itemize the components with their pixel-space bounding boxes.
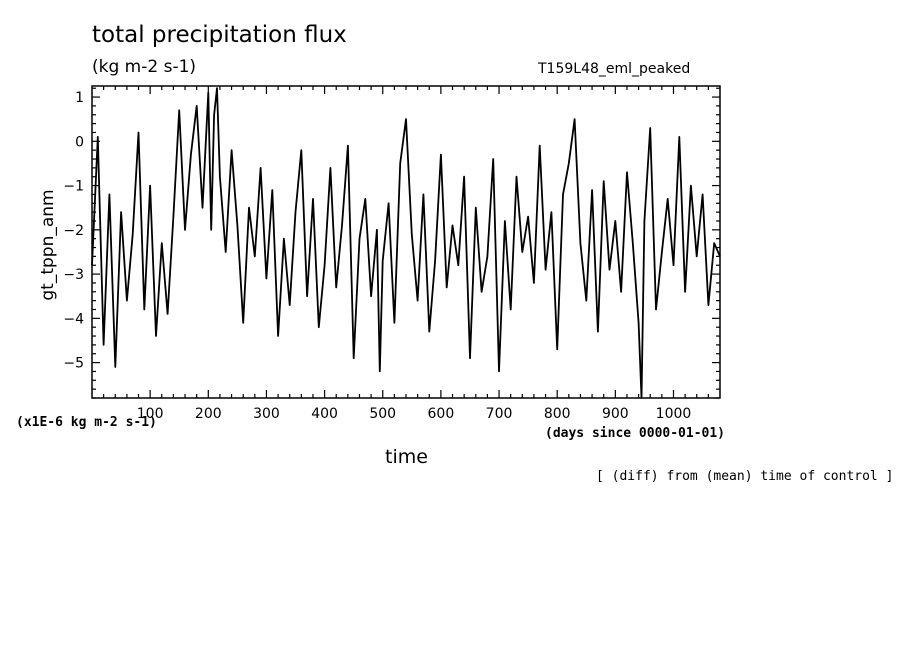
x-tick-label: 400: [311, 406, 338, 422]
plot-frame: [91, 85, 721, 399]
x-tick-label: 1000: [656, 406, 692, 422]
x-tick-label: 500: [369, 406, 396, 422]
comparison-note: [ (diff) from (mean) time of control ]: [596, 469, 894, 484]
y-tick-label: −2: [63, 223, 84, 239]
scale-note: (x1E-6 kg m-2 s-1): [16, 415, 157, 430]
y-tick-label: −5: [63, 356, 84, 372]
y-tick-label: −3: [63, 267, 84, 283]
x-tick-label: 200: [195, 406, 222, 422]
chart-units: (kg m-2 s-1): [92, 57, 197, 77]
run-name: T159L48_eml_peaked: [538, 61, 691, 77]
x-axis-label: time: [385, 446, 428, 468]
x-tick-label: 900: [602, 406, 629, 422]
x-tick-label: 700: [486, 406, 513, 422]
x-tick-label: 600: [428, 406, 455, 422]
y-tick-label: 1: [75, 90, 84, 106]
x-axis-units: (days since 0000-01-01): [545, 426, 726, 441]
y-tick-label: 0: [75, 134, 84, 150]
x-tick-label: 100: [137, 406, 164, 422]
x-tick-label: 800: [544, 406, 571, 422]
y-tick-label: −4: [63, 311, 84, 327]
chart-title: total precipitation flux: [92, 22, 347, 48]
x-tick-label: 300: [253, 406, 280, 422]
tick-labels: 100 200 300 400 500 600 700 800 900 1000 1 0 −1 −2 −3 −…: [63, 90, 691, 422]
y-tick-label: −1: [63, 179, 84, 195]
series-line: [91, 87, 721, 399]
